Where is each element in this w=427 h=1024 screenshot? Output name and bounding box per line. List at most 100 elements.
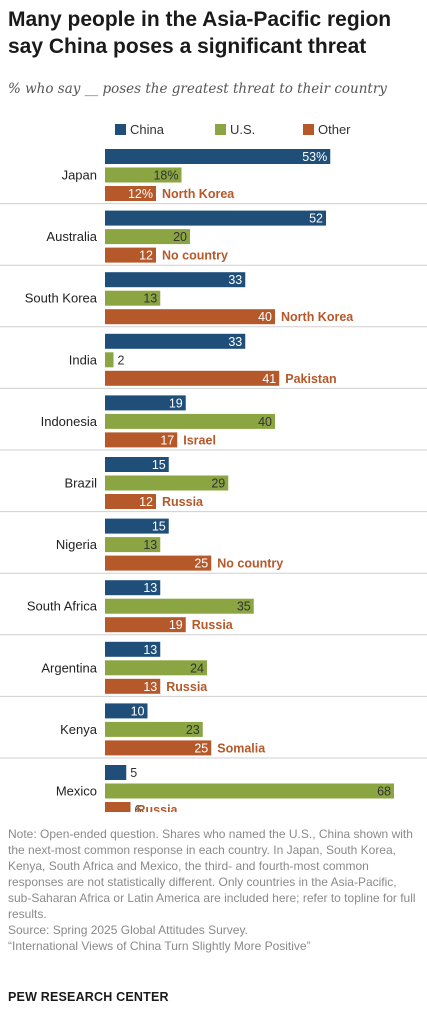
bar-china bbox=[105, 765, 127, 780]
bar-other bbox=[105, 186, 156, 201]
bar-china bbox=[105, 333, 246, 349]
bar-us bbox=[105, 229, 190, 245]
data-label: 12 bbox=[139, 495, 153, 509]
bar-other bbox=[105, 617, 186, 633]
other-threat-label: Russia bbox=[137, 803, 179, 812]
bar-china bbox=[105, 641, 161, 657]
data-label: 33 bbox=[228, 335, 242, 349]
data-label: 10 bbox=[131, 704, 145, 718]
other-threat-label: Somalia bbox=[217, 741, 266, 755]
data-label: 20 bbox=[173, 230, 187, 244]
chart-title: Many people in the Asia-Pacific region s… bbox=[8, 6, 423, 60]
data-label: 15 bbox=[152, 458, 166, 472]
data-label: 53% bbox=[302, 150, 327, 164]
data-label: 12 bbox=[139, 249, 153, 263]
bar-china bbox=[105, 703, 148, 719]
country-label: South Korea bbox=[25, 291, 98, 306]
bar-china bbox=[105, 457, 169, 472]
data-label: 13 bbox=[143, 292, 157, 306]
data-label: 15 bbox=[152, 520, 166, 534]
legend-label-1: U.S. bbox=[230, 122, 255, 137]
bar-other bbox=[105, 309, 275, 325]
country-label: Nigeria bbox=[56, 537, 98, 552]
bar-us bbox=[105, 783, 394, 799]
title-line-2: say China poses a significant threat bbox=[8, 35, 367, 58]
legend-label-0: China bbox=[130, 122, 165, 137]
bar-other bbox=[105, 555, 212, 571]
data-label: 40 bbox=[258, 310, 272, 324]
data-label: 17 bbox=[160, 433, 174, 447]
org-footer: PEW RESEARCH CENTER bbox=[8, 990, 169, 1004]
country-label: Argentina bbox=[41, 660, 97, 675]
bar-other bbox=[105, 370, 280, 386]
bar-china bbox=[105, 272, 246, 288]
bar-chart: China U.S. Other Japan 53% 18%12% North Korea A… bbox=[0, 122, 427, 812]
bar-other bbox=[105, 494, 156, 509]
other-threat-label: Russia bbox=[192, 618, 234, 632]
country-label: Brazil bbox=[64, 476, 97, 491]
other-threat-label: North Korea bbox=[281, 310, 354, 324]
other-threat-label: Russia bbox=[162, 495, 204, 509]
bar-us bbox=[105, 721, 203, 737]
country-label: India bbox=[69, 352, 98, 367]
data-label: 6 bbox=[135, 803, 142, 812]
bar-us bbox=[105, 475, 229, 491]
data-label: 5 bbox=[130, 766, 137, 780]
bar-other bbox=[105, 432, 178, 448]
other-threat-label: Israel bbox=[183, 433, 216, 447]
country-label: Kenya bbox=[60, 722, 98, 737]
data-label: 24 bbox=[190, 661, 204, 675]
data-label: 41 bbox=[262, 372, 276, 386]
report-title: “International Views of China Turn Sligh… bbox=[8, 939, 311, 953]
chart-subtitle: % who say __ poses the greatest threat t… bbox=[8, 81, 387, 97]
bar-china bbox=[105, 580, 161, 596]
data-label: 25 bbox=[194, 741, 208, 755]
data-label: 40 bbox=[258, 415, 272, 429]
bar-china bbox=[105, 395, 186, 411]
data-label: 13 bbox=[143, 680, 157, 694]
bar-china bbox=[105, 149, 331, 164]
country-label: Australia bbox=[46, 229, 97, 244]
country-label: Indonesia bbox=[41, 414, 98, 429]
data-label: 33 bbox=[228, 273, 242, 287]
bar-other bbox=[105, 802, 131, 812]
legend-swatch-0 bbox=[115, 124, 126, 135]
bar-other bbox=[105, 678, 161, 694]
other-threat-label: Russia bbox=[166, 680, 208, 694]
bar-us bbox=[105, 660, 207, 676]
country-label: Mexico bbox=[56, 784, 97, 799]
bar-us bbox=[105, 413, 275, 429]
bar-us bbox=[105, 167, 182, 183]
bar-us bbox=[105, 537, 161, 553]
data-label: 13 bbox=[143, 643, 157, 657]
data-label: 18% bbox=[153, 169, 178, 183]
other-threat-label: North Korea bbox=[162, 187, 235, 201]
source-text: Source: Spring 2025 Global Attitudes Sur… bbox=[8, 923, 248, 937]
country-label: Japan bbox=[62, 168, 97, 183]
other-threat-label: No country bbox=[162, 249, 228, 263]
data-label: 29 bbox=[211, 477, 225, 491]
bar-us bbox=[105, 598, 254, 614]
data-label: 23 bbox=[186, 723, 200, 737]
data-label: 19 bbox=[169, 396, 183, 410]
country-label: South Africa bbox=[27, 599, 98, 614]
data-label: 12% bbox=[128, 187, 153, 201]
other-threat-label: No country bbox=[217, 557, 283, 571]
data-label: 52 bbox=[309, 212, 323, 226]
legend-swatch-2 bbox=[303, 124, 314, 135]
legend-label-2: Other bbox=[318, 122, 351, 137]
data-label: 25 bbox=[194, 557, 208, 571]
data-label: 13 bbox=[143, 538, 157, 552]
data-label: 19 bbox=[169, 618, 183, 632]
legend-swatch-1 bbox=[215, 124, 226, 135]
data-label: 2 bbox=[118, 353, 125, 367]
bar-us bbox=[105, 352, 114, 368]
data-label: 35 bbox=[237, 600, 251, 614]
bar-us bbox=[105, 290, 161, 306]
title-line-1: Many people in the Asia-Pacific region bbox=[8, 8, 392, 31]
bar-other bbox=[105, 247, 156, 263]
other-threat-label: Pakistan bbox=[285, 372, 336, 386]
notes-block: Note: Open-ended question. Shares who na… bbox=[8, 826, 420, 954]
bar-china bbox=[105, 210, 326, 226]
note-text: Note: Open-ended question. Shares who na… bbox=[8, 827, 416, 921]
